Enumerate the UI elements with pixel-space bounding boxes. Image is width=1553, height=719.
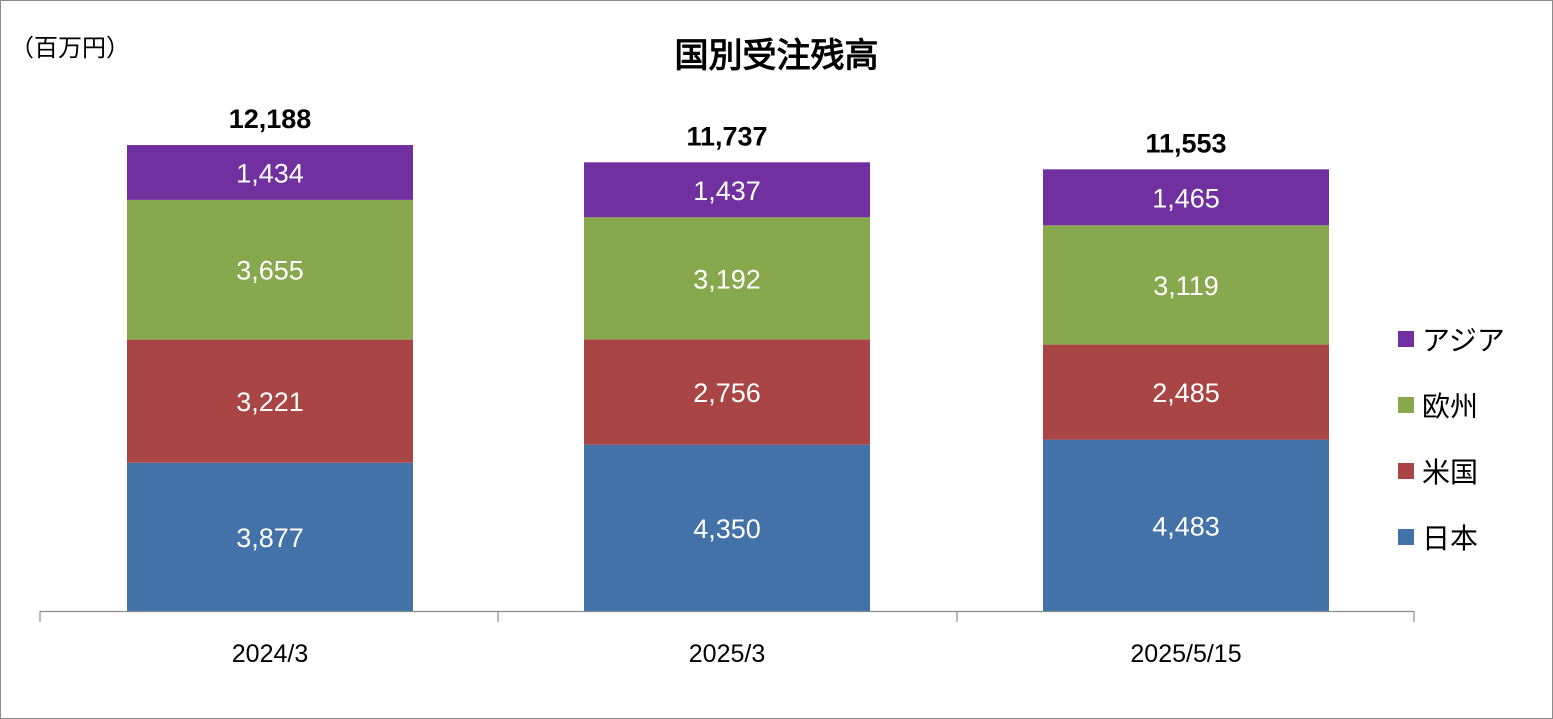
legend-swatch-japan: [1398, 529, 1414, 545]
bar-japan-2: [584, 444, 870, 611]
data-label-asia-3: 1,465: [1152, 183, 1220, 213]
data-label-asia-1: 1,434: [236, 158, 304, 188]
legend-label-europe: 欧州: [1422, 390, 1479, 423]
data-label-us-2: 2,756: [693, 378, 761, 408]
bar-japan-1: [127, 462, 413, 611]
bar-us-2: [584, 339, 870, 445]
bar-europe-2: [584, 217, 870, 340]
bar-asia-2: [584, 162, 870, 218]
data-label-japan-1: 3,877: [236, 523, 304, 553]
x-tick-label-2: 2025/3: [689, 640, 765, 668]
total-label-1: 12,188: [229, 104, 312, 134]
legend-swatch-us: [1398, 463, 1414, 479]
bar-europe-1: [127, 199, 413, 340]
bar-us-3: [1043, 344, 1329, 440]
bar-asia-1: [127, 145, 413, 200]
data-label-us-1: 3,221: [236, 387, 304, 417]
bar-europe-3: [1043, 225, 1329, 345]
legend-label-japan: 日本: [1422, 522, 1479, 555]
legend-item-asia: アジア: [1398, 306, 1548, 372]
legend-swatch-europe: [1398, 397, 1414, 413]
total-label-2: 11,737: [686, 121, 767, 151]
legend-item-japan: 日本: [1398, 504, 1548, 570]
bar-asia-3: [1043, 169, 1329, 226]
total-label-3: 11,553: [1145, 128, 1226, 158]
data-label-us-3: 2,485: [1152, 378, 1220, 408]
data-label-europe-3: 3,119: [1153, 271, 1219, 301]
data-label-japan-3: 4,483: [1152, 511, 1220, 541]
legend-item-us: 米国: [1398, 438, 1548, 504]
bar-us-1: [127, 339, 413, 463]
data-label-asia-2: 1,437: [693, 176, 761, 206]
bar-japan-3: [1043, 439, 1329, 611]
legend-label-asia: アジア: [1422, 324, 1505, 357]
legend-swatch-asia: [1398, 331, 1414, 347]
data-label-europe-1: 3,655: [236, 256, 304, 286]
chart-title: 国別受注残高: [674, 36, 879, 76]
unit-label: （百万円）: [10, 34, 130, 62]
data-label-japan-2: 4,350: [693, 514, 761, 544]
legend-label-us: 米国: [1422, 456, 1479, 489]
x-tick-label-3: 2025/5/15: [1130, 640, 1241, 668]
data-label-europe-2: 3,192: [693, 264, 761, 294]
legend-item-europe: 欧州: [1398, 372, 1548, 438]
x-tick-label-1: 2024/3: [232, 640, 308, 668]
legend: アジア 欧州 米国 日本: [1398, 306, 1548, 570]
